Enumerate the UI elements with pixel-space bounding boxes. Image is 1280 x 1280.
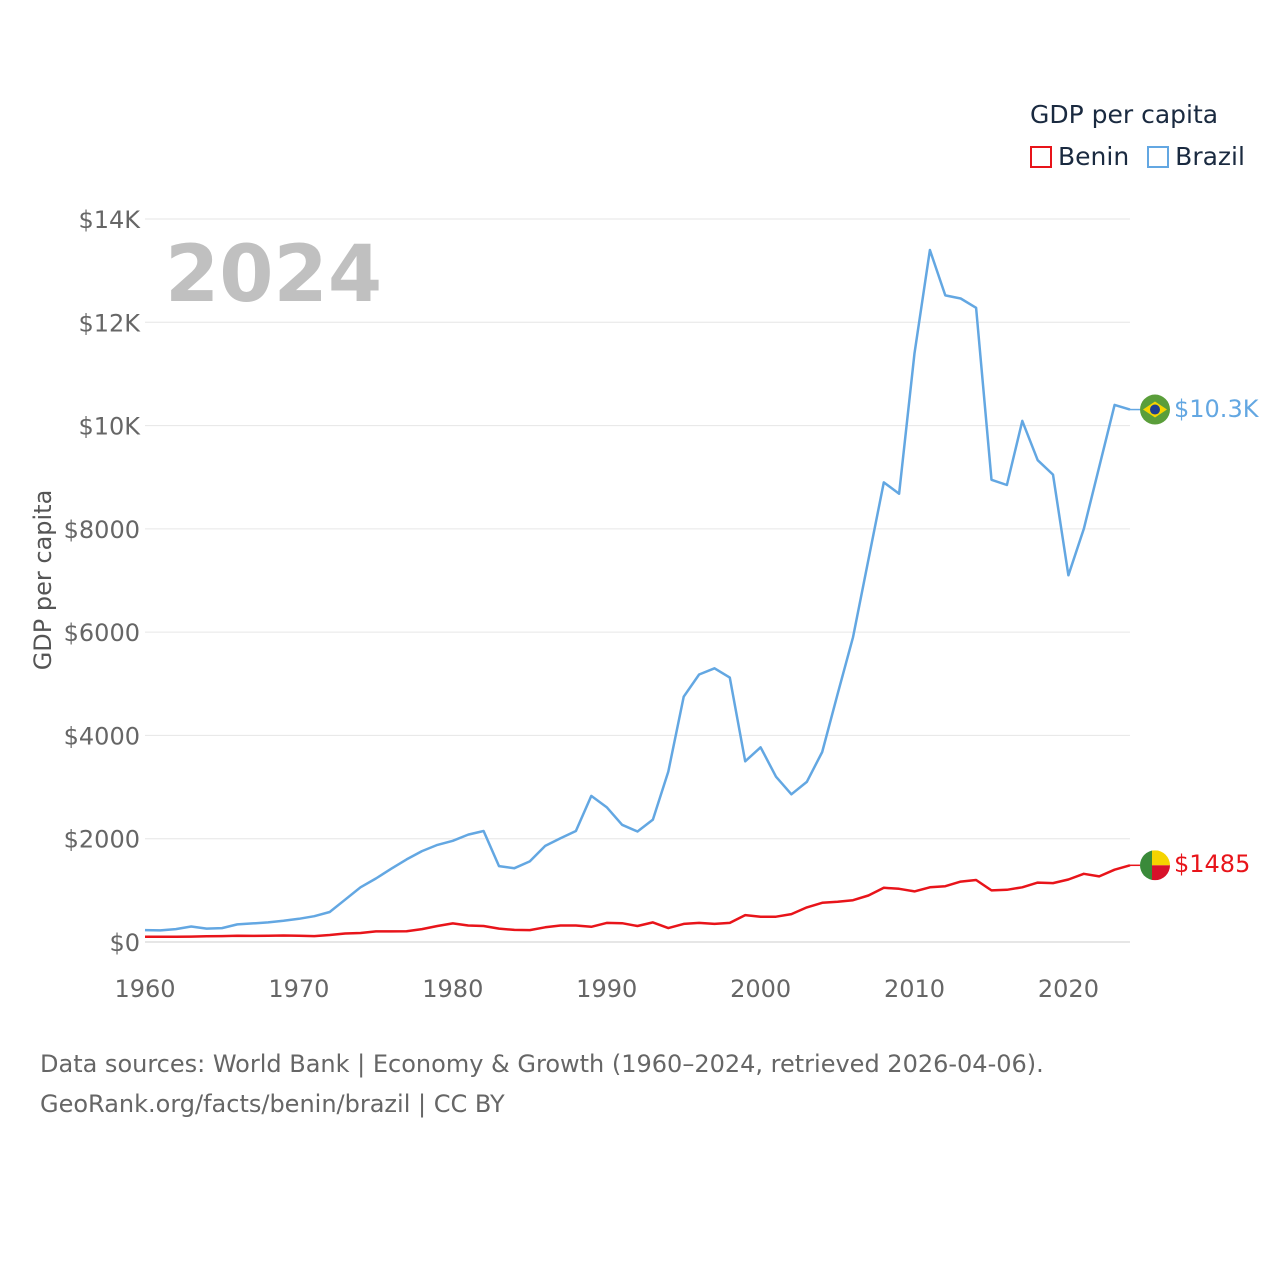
series-line-brazil[interactable]	[144, 248, 1131, 932]
y-tick-label: $6000	[64, 619, 140, 647]
series-lines	[144, 248, 1131, 939]
legend-item-brazil[interactable]: Brazil	[1147, 142, 1245, 171]
x-tick-label: 2010	[884, 975, 945, 1003]
y-tick-label: $10K	[78, 413, 141, 441]
legend-label-benin: Benin	[1058, 142, 1130, 171]
y-axis-ticks: $0 $2000 $4000 $6000 $8000 $10K $12K $14K	[64, 206, 142, 957]
legend-title: GDP per capita	[1030, 100, 1219, 129]
x-tick-label: 1990	[576, 975, 637, 1003]
year-label: 2024	[165, 230, 383, 320]
end-value-brazil: $10.3K	[1174, 394, 1259, 423]
footer: Data sources: World Bank | Economy & Gro…	[40, 1044, 1044, 1124]
brazil-flag-icon	[1140, 394, 1170, 425]
end-markers	[1130, 394, 1170, 881]
legend-label-brazil: Brazil	[1175, 142, 1245, 171]
y-tick-label: $4000	[64, 722, 140, 750]
legend-swatch-benin	[1030, 145, 1052, 168]
grid-lines	[145, 218, 1130, 943]
benin-flag-icon	[1140, 850, 1170, 881]
footer-attribution: GeoRank.org/facts/benin/brazil | CC BY	[40, 1090, 505, 1118]
footer-sources: Data sources: World Bank | Economy & Gro…	[40, 1050, 1044, 1078]
legend-swatch-brazil	[1147, 145, 1170, 168]
x-tick-label: 1960	[114, 975, 175, 1003]
legend-item-benin[interactable]: Benin	[1030, 142, 1129, 171]
y-tick-label: $12K	[78, 309, 141, 337]
x-tick-label: 2000	[730, 975, 791, 1003]
y-tick-label: $14K	[78, 206, 141, 234]
end-value-benin: $1485	[1174, 850, 1251, 879]
x-tick-label: 2020	[1038, 975, 1099, 1003]
y-tick-label: $2000	[64, 826, 140, 854]
x-axis-ticks: 1960 1970 1980 1990 2000 2010 2020	[114, 975, 1099, 1003]
y-axis-label: GDP per capita	[29, 489, 57, 671]
legend: Benin Brazil	[1030, 142, 1245, 171]
y-tick-label: $0	[109, 929, 140, 957]
series-line-benin[interactable]	[145, 864, 1131, 939]
y-tick-label: $8000	[64, 516, 140, 544]
x-tick-label: 1970	[268, 975, 329, 1003]
x-tick-label: 1980	[422, 975, 483, 1003]
